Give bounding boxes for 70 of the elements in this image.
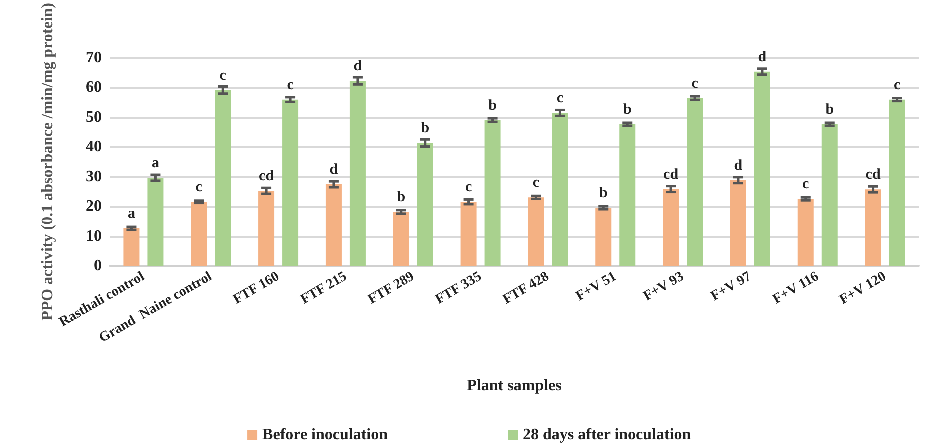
bar xyxy=(596,208,612,266)
x-tick-label: FTF 335 xyxy=(433,270,485,308)
data-label: c xyxy=(802,176,810,193)
data-label: c xyxy=(196,180,203,196)
y-tick-label: 20 xyxy=(86,198,102,216)
bar xyxy=(687,98,704,266)
bar xyxy=(528,198,544,266)
data-label: d xyxy=(758,49,768,66)
x-tick-label: F+V 120 xyxy=(838,270,890,308)
bar xyxy=(822,124,838,266)
bar xyxy=(865,190,882,266)
data-label: d xyxy=(330,162,339,178)
bar xyxy=(460,202,477,266)
bar xyxy=(326,184,342,266)
x-tick-label: FTF 215 xyxy=(298,270,350,308)
x-tick-label: FTF 289 xyxy=(366,270,418,308)
data-label: c xyxy=(692,76,699,92)
legend-label: 28 days after inoculation xyxy=(523,426,692,444)
data-label: cd xyxy=(259,168,275,185)
bar xyxy=(258,191,275,266)
y-tick-label: 70 xyxy=(86,49,102,66)
data-label: b xyxy=(826,102,834,118)
bar xyxy=(730,180,746,266)
bar xyxy=(798,199,814,266)
bar xyxy=(484,120,501,266)
data-label: a xyxy=(128,206,136,222)
data-label: d xyxy=(354,58,363,75)
data-label: c xyxy=(220,68,227,84)
data-label: c xyxy=(556,90,564,107)
bar xyxy=(620,124,636,266)
bar xyxy=(663,189,680,266)
data-label: c xyxy=(465,180,472,196)
bar xyxy=(350,81,366,266)
y-tick-label: 30 xyxy=(86,168,102,186)
data-label: b xyxy=(397,190,406,206)
data-label: b xyxy=(488,98,497,114)
y-tick-label: 0 xyxy=(94,258,102,274)
data-label: cd xyxy=(866,167,882,184)
data-label: c xyxy=(287,77,294,94)
data-label: c xyxy=(532,175,540,192)
bar xyxy=(552,113,568,266)
bar xyxy=(393,212,410,266)
x-tick-label: F+V 51 xyxy=(574,270,620,304)
data-label: a xyxy=(152,156,160,172)
data-label: cd xyxy=(664,166,680,183)
bar xyxy=(754,72,770,266)
bar xyxy=(191,202,208,266)
bar xyxy=(215,90,232,266)
data-label: c xyxy=(894,77,901,94)
data-label: d xyxy=(734,158,744,174)
data-label: b xyxy=(623,102,632,118)
bar xyxy=(417,143,434,266)
y-axis-title: PPO activity (0.1 absorbance /min/mg protein) xyxy=(40,2,56,321)
x-axis-title: Plant samples xyxy=(467,378,562,394)
y-tick-label: 60 xyxy=(86,79,102,96)
y-tick-label: 10 xyxy=(86,228,102,245)
data-label: b xyxy=(599,186,608,202)
y-tick-label: 50 xyxy=(86,108,102,126)
bar xyxy=(889,100,906,266)
x-tick-label: FTF 428 xyxy=(500,270,552,308)
x-tick-label: F+V 116 xyxy=(770,270,822,308)
x-tick-label: F+V 97 xyxy=(708,270,754,304)
bar xyxy=(124,228,140,266)
x-tick-label: F+V 93 xyxy=(641,270,687,304)
bar xyxy=(148,178,164,266)
legend-label: Before inoculation xyxy=(262,426,388,444)
x-tick-label: FTF 160 xyxy=(231,270,282,308)
y-tick-label: 40 xyxy=(86,138,102,156)
data-label: b xyxy=(421,120,430,137)
bar xyxy=(282,100,299,266)
